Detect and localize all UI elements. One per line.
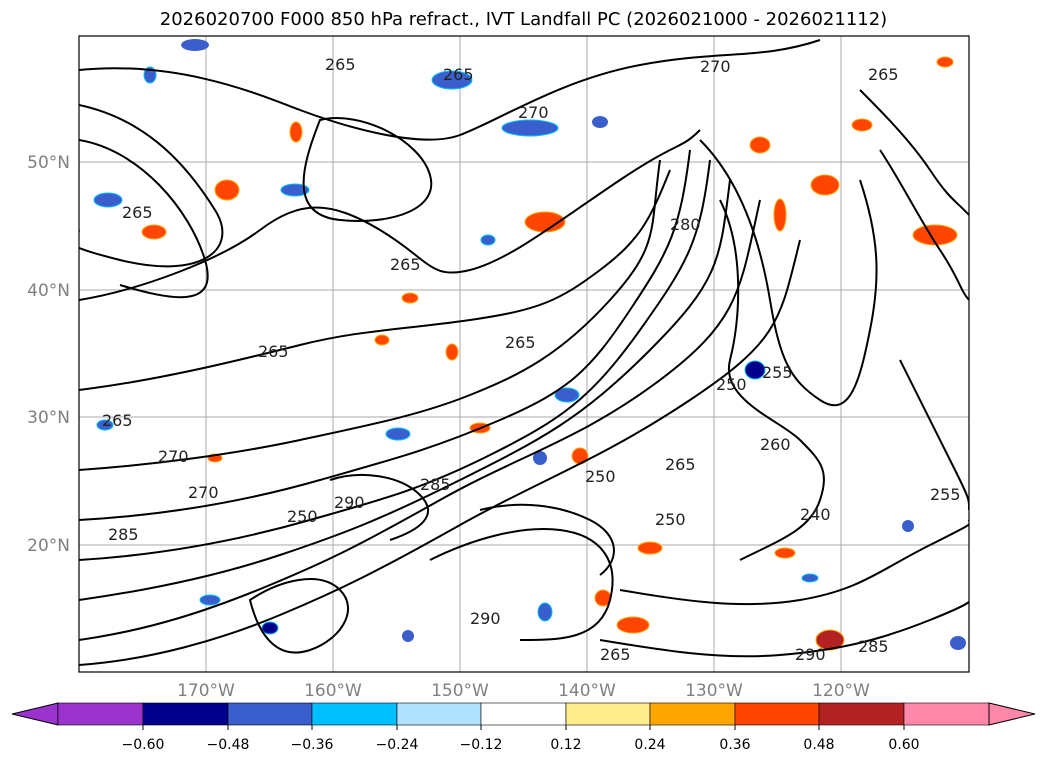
contour-label: 270 [188, 483, 219, 502]
contour-label: 265 [665, 455, 696, 474]
contour-label: 250 [716, 375, 747, 394]
colorbar-low-arrow [11, 702, 59, 726]
contour-label: 265 [600, 645, 631, 664]
colorbar-segment [227, 702, 313, 726]
contour-label: 290 [334, 493, 365, 512]
lat-label: 50°N [27, 153, 70, 173]
colorbar-segment [396, 702, 482, 726]
contour-label: 250 [655, 510, 686, 529]
contour-label: 290 [795, 645, 826, 664]
map-frame [78, 35, 970, 673]
colorbar-ticks [142, 725, 905, 730]
contour-label: 265 [868, 65, 899, 84]
contour-label: 265 [102, 411, 133, 430]
colorbar-segment [57, 702, 144, 726]
contour-label: 285 [858, 637, 889, 656]
contour-lines [79, 39, 969, 666]
colorbar-segment [565, 702, 651, 726]
colorbar: −0.60 −0.48 −0.36 −0.24 −0.12 0.12 0.24 … [11, 702, 1036, 753]
contour-label: 265 [390, 255, 421, 274]
colorbar-tick-label: −0.36 [291, 737, 334, 753]
plot-area [79, 36, 969, 672]
contour-label: 270 [158, 447, 189, 466]
colorbar-tick-label: −0.12 [460, 737, 503, 753]
lon-label: 150°W [431, 681, 489, 701]
colorbar-tick-label: 0.48 [803, 737, 834, 753]
contour-label: 260 [760, 435, 791, 454]
map-title: 2026020700 F000 850 hPa refract., IVT La… [159, 9, 888, 30]
contour-label: 285 [420, 475, 451, 494]
lon-label: 160°W [304, 681, 362, 701]
contour-label: 270 [700, 57, 731, 76]
colorbar-tick-label: 0.60 [888, 737, 919, 753]
colorbar-high-arrow [988, 702, 1036, 726]
colorbar-segment [311, 702, 398, 726]
contour-label-group: 265 270 265 265 270 265 265 265 270 265 … [102, 55, 961, 664]
contour-label: 265 [443, 65, 474, 84]
contour-label: 265 [122, 203, 153, 222]
lat-label: 30°N [27, 408, 70, 428]
lon-label: 130°W [685, 681, 743, 701]
lat-label: 20°N [27, 536, 70, 556]
lon-label: 170°W [177, 681, 235, 701]
contour-label: 250 [585, 467, 616, 486]
graticule [79, 36, 969, 672]
contour-label: 290 [470, 609, 501, 628]
colorbar-segment [142, 702, 229, 726]
colorbar-segment [734, 702, 820, 726]
contour-label: 265 [505, 333, 536, 352]
colorbar-segment [480, 702, 567, 726]
latitude-labels: 50°N 40°N 30°N 20°N [27, 153, 70, 556]
contour-label: 265 [325, 55, 356, 74]
colorbar-tick-label: −0.24 [376, 737, 419, 753]
contour-label: 265 [258, 342, 289, 361]
contour-label: 280 [670, 215, 701, 234]
lon-label: 140°W [558, 681, 616, 701]
colorbar-segment [903, 702, 990, 726]
colorbar-tick-label: 0.36 [719, 737, 750, 753]
contour-label: 250 [287, 507, 318, 526]
contour-label: 255 [930, 485, 961, 504]
contour-label: 255 [762, 363, 793, 382]
longitude-labels: 170°W 160°W 150°W 140°W 130°W 120°W [177, 681, 870, 701]
contour-label: 285 [108, 525, 139, 544]
contour-label: 270 [518, 103, 549, 122]
colorbar-segment [818, 702, 905, 726]
colorbar-tick-label: −0.48 [207, 737, 250, 753]
colorbar-segment [649, 702, 736, 726]
lon-label: 120°W [812, 681, 870, 701]
lat-label: 40°N [27, 281, 70, 301]
colorbar-tick-label: 0.24 [634, 737, 665, 753]
refractivity-anomaly-fills [93, 39, 966, 651]
contour-label: 240 [800, 505, 831, 524]
colorbar-tick-label: 0.12 [550, 737, 581, 753]
colorbar-tick-label: −0.60 [122, 737, 165, 753]
